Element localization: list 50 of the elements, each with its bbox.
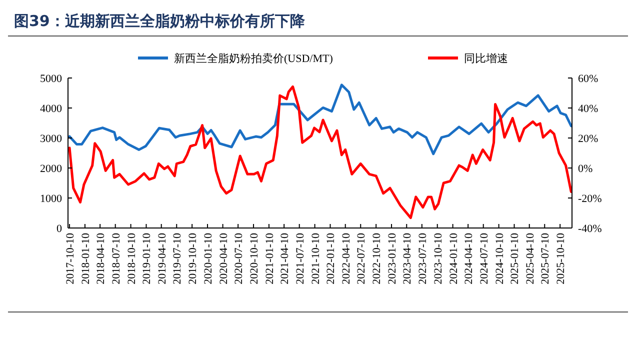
x-tick-label: 2018-07-10 xyxy=(110,232,122,284)
x-tick-label: 2021-01-10 xyxy=(264,232,276,284)
line-series xyxy=(68,85,572,220)
x-tick-label: 2019-10-10 xyxy=(187,232,200,284)
x-tick-label: 2024-07-10 xyxy=(478,232,490,284)
x-tick-label: 2024-04-10 xyxy=(463,232,476,284)
y-tick-label: 4000 xyxy=(40,103,62,115)
legend-label: 同比增速 xyxy=(464,52,508,65)
x-tick-label: 2021-04-10 xyxy=(279,232,292,284)
y2-tick-label: 0% xyxy=(578,163,593,175)
x-tick-label: 2022-07-10 xyxy=(356,232,368,284)
x-tick-label: 2020-07-10 xyxy=(233,232,246,284)
y-tick-label: 3000 xyxy=(40,133,62,145)
y2-tick-label: 40% xyxy=(578,103,598,115)
x-tick-label: 2021-07-10 xyxy=(294,232,306,284)
x-tick-label: 2025-10-10 xyxy=(555,232,568,284)
x-tick-label: 2020-04-10 xyxy=(218,232,230,284)
x-tick-label: 2024-10-10 xyxy=(494,232,506,284)
line-series xyxy=(68,84,572,156)
y2-tick-label: -20% xyxy=(578,193,602,205)
y2-tick-label: 60% xyxy=(578,73,598,85)
x-tick-label: 2018-01-10 xyxy=(80,232,92,284)
y-tick-label: 0 xyxy=(56,223,62,235)
x-tick-label: 2018-04-10 xyxy=(95,232,108,284)
x-tick-label: 2022-10-10 xyxy=(371,232,384,284)
x-tick-label: 2021-10-10 xyxy=(310,232,322,284)
x-tick-label: 2017-10-10 xyxy=(64,232,77,284)
y2-tick-label: -40% xyxy=(578,223,602,235)
x-tick-label: 2022-01-10 xyxy=(325,232,338,284)
legend-label: 新西兰全脂奶粉拍卖价(USD/MT) xyxy=(174,52,334,65)
x-tick-label: 2022-04-10 xyxy=(340,232,352,284)
x-tick-label: 2025-07-10 xyxy=(540,232,552,284)
x-tick-label: 2025-04-10 xyxy=(524,232,536,284)
chart-title: 图39：近期新西兰全脂奶粉中标价有所下降 xyxy=(14,12,306,30)
x-tick-label: 2018-10-10 xyxy=(126,232,138,284)
y-tick-label: 2000 xyxy=(40,163,62,175)
x-tick-label: 2020-10-10 xyxy=(248,232,261,284)
x-tick-label: 2019-04-10 xyxy=(156,232,168,284)
x-tick-label: 2025-01-10 xyxy=(509,232,522,284)
x-tick-label: 2019-01-10 xyxy=(141,232,154,284)
x-tick-label: 2023-10-10 xyxy=(432,232,444,284)
y2-tick-label: 20% xyxy=(578,133,598,145)
y-tick-label: 5000 xyxy=(40,73,62,85)
y-tick-label: 1000 xyxy=(40,193,62,205)
x-tick-label: 2020-01-10 xyxy=(202,232,215,284)
x-tick-label: 2024-01-10 xyxy=(448,232,460,284)
x-tick-label: 2023-01-10 xyxy=(386,232,399,284)
x-tick-label: 2019-07-10 xyxy=(172,232,184,284)
x-tick-label: 2023-07-10 xyxy=(416,232,429,284)
x-tick-label: 2023-04-10 xyxy=(402,232,414,284)
